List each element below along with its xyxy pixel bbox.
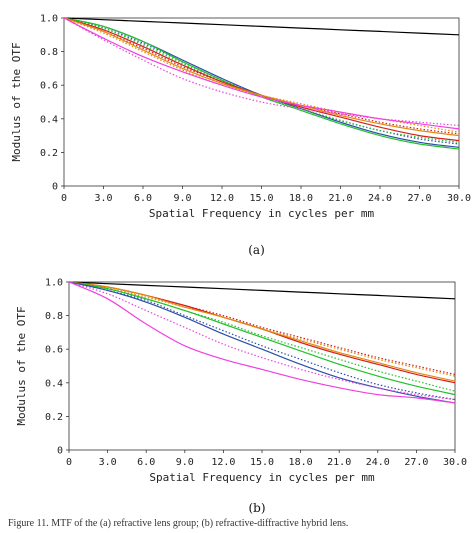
x-tick-label: 9.0 [176, 457, 194, 468]
y-tick-label: 1.0 [45, 278, 63, 289]
x-tick-label: 27.0 [407, 193, 431, 204]
x-tick-label: 30.0 [443, 457, 467, 468]
x-axis-title: Spatial Frequency in cycles per mm [149, 471, 375, 484]
series-line-7 [68, 281, 456, 392]
series-line-5 [68, 281, 456, 377]
x-tick-label: 3.0 [99, 457, 117, 468]
series-line-5 [63, 17, 460, 143]
series-line-1 [63, 17, 460, 36]
x-tick-label: 3.0 [94, 193, 112, 204]
y-tick-label: 0.4 [40, 114, 58, 125]
panel-label: (b) [248, 501, 265, 515]
x-tick-label: 24.0 [368, 193, 392, 204]
y-axis-title: Modulus of the OTF [15, 306, 28, 425]
series-line-4 [68, 281, 456, 382]
series-line-1 [68, 281, 456, 300]
y-tick-label: 1.0 [40, 14, 58, 25]
x-axis-title: Spatial Frequency in cycles per mm [149, 207, 375, 220]
x-tick-label: 9.0 [173, 193, 191, 204]
x-tick-label: 27.0 [404, 457, 428, 468]
x-tick-label: 24.0 [366, 457, 390, 468]
y-tick-label: 0.8 [45, 311, 63, 322]
mtf-chart-b: 0 0.2 0.4 0.6 0.8 1.0 0 3.0 6.0 9.0 12.0 15.0 18.0 21… [15, 278, 467, 516]
mtf-chart-a: 0 0.2 0.4 0.6 0.8 1.0 0 3.0 6.0 9.0 12.0 15.0 18.0 21… [10, 14, 471, 258]
x-tick-label: 18.0 [289, 457, 313, 468]
y-tick-label: 0 [52, 182, 58, 193]
series-line-6 [63, 17, 460, 142]
y-axis-title: Modulus of the OTF [10, 42, 23, 161]
x-tick-label: 0 [66, 457, 72, 468]
x-tick-label: 15.0 [250, 457, 274, 468]
x-tick-label: 21.0 [328, 193, 352, 204]
x-tick-label: 6.0 [134, 193, 152, 204]
series-line-10 [63, 17, 460, 130]
x-tick-label: 15.0 [249, 193, 273, 204]
series-line-9 [68, 281, 456, 401]
x-tick-label: 21.0 [327, 457, 351, 468]
y-tick-label: 0.8 [40, 47, 58, 58]
panel-label: (a) [248, 243, 265, 257]
y-tick-label: 0.4 [45, 378, 63, 389]
x-tick-label: 6.0 [137, 457, 155, 468]
x-tick-label: 12.0 [210, 193, 234, 204]
series-line-11 [63, 17, 460, 127]
plot-frame [68, 281, 456, 451]
y-tick-label: 0.2 [45, 412, 63, 423]
figure-caption: Figure 11. MTF of the (a) refractive len… [8, 518, 349, 529]
y-tick-label: 0 [57, 446, 63, 457]
series-line-6 [68, 281, 456, 396]
y-tick-label: 0.6 [45, 345, 63, 356]
series-line-10 [68, 281, 456, 404]
y-tick-label: 0.2 [40, 148, 58, 159]
series-line-9 [63, 17, 460, 133]
y-tick-label: 0.6 [40, 81, 58, 92]
series-line-3 [63, 17, 460, 145]
series-line-8 [68, 281, 456, 404]
x-tick-label: 30.0 [447, 193, 471, 204]
plot-frame [63, 17, 460, 187]
series-line-8 [63, 17, 460, 137]
x-tick-label: 12.0 [211, 457, 235, 468]
x-tick-label: 0 [61, 193, 67, 204]
series-line-11 [68, 281, 456, 401]
series-line-7 [63, 17, 460, 135]
x-tick-label: 18.0 [289, 193, 313, 204]
